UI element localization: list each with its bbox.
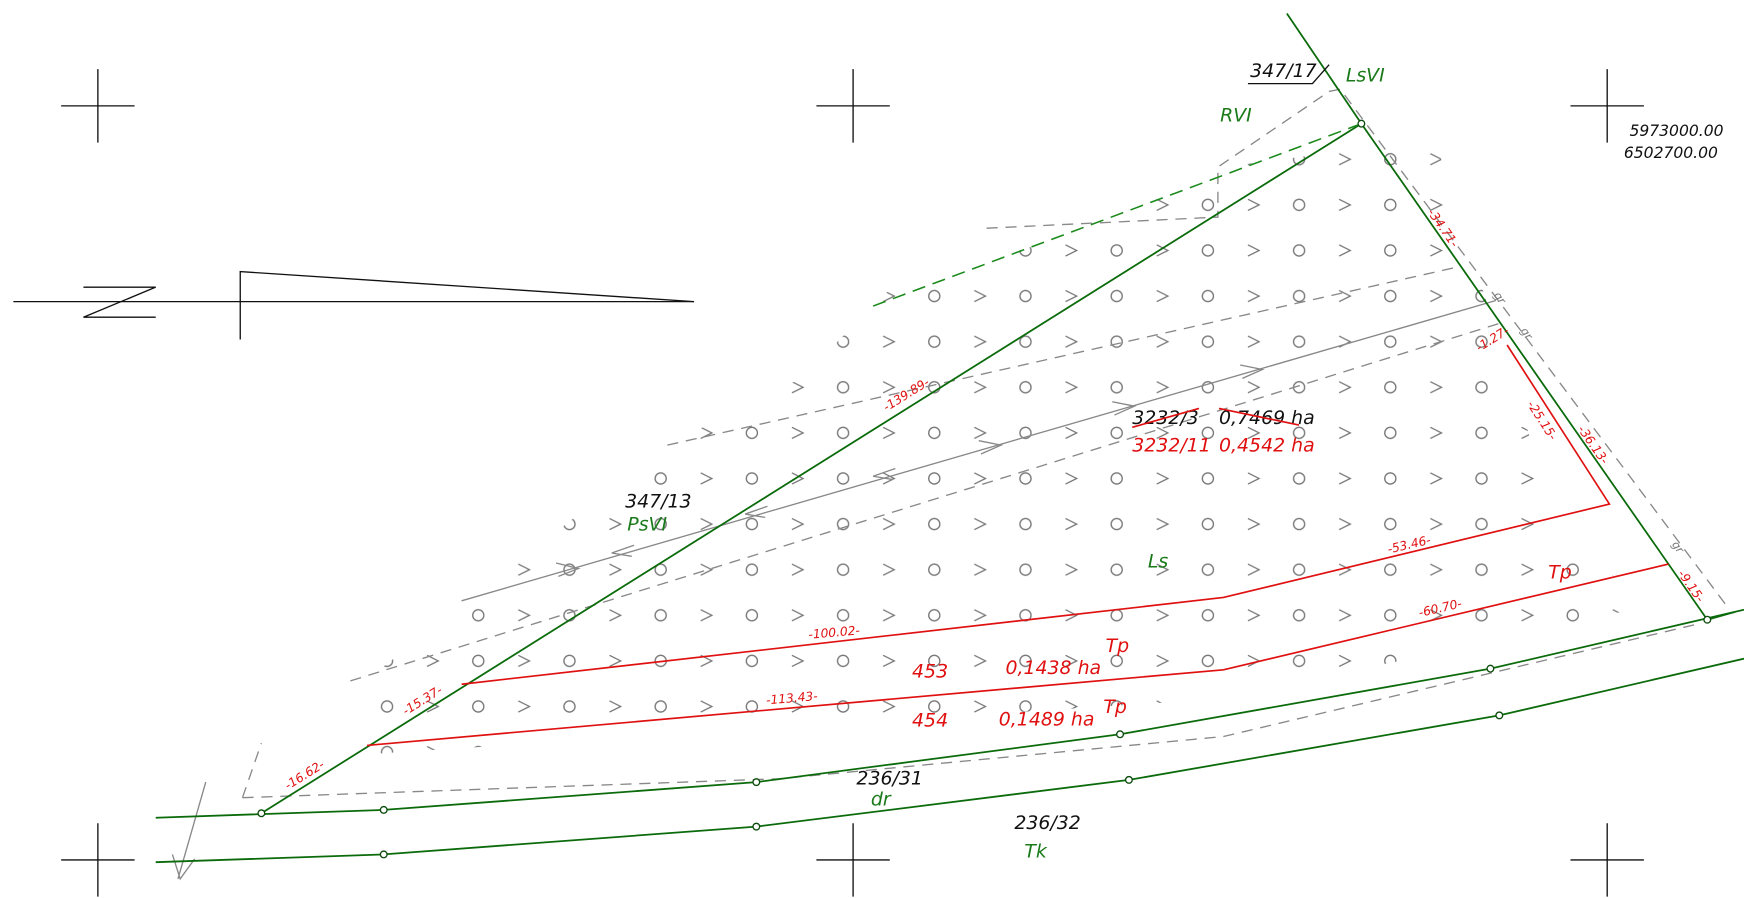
boundary-mark: gr — [1669, 539, 1687, 557]
parcel-number: 236/31 — [856, 767, 922, 789]
boundary-mark: gr — [1518, 325, 1536, 343]
slope-arrows — [171, 364, 1265, 881]
strike-out — [1132, 407, 1300, 429]
dimension: -113.43- — [766, 689, 819, 707]
land-use: dr — [871, 788, 892, 810]
parcel-number: 3232/11 — [1132, 435, 1210, 457]
parcel-boundaries — [155, 13, 1744, 864]
parcel-area: 0,1438 ha — [1005, 657, 1101, 679]
land-use: Tp — [1103, 696, 1127, 718]
land-use: Tk — [1024, 841, 1048, 863]
north-arrow — [13, 270, 695, 340]
parcel-number: 454 — [912, 709, 948, 731]
dimension: -16.62- — [282, 757, 327, 792]
land-use: Tp — [1548, 562, 1572, 584]
land-use: LsVI — [1346, 64, 1385, 86]
dimension: -100.02- — [808, 623, 861, 641]
fall-line — [461, 299, 1497, 602]
dimension: -25.15- — [1524, 398, 1560, 442]
vegetation-symbols — [353, 139, 1647, 755]
land-use: PsVI — [627, 514, 667, 536]
land-use: RVI — [1220, 104, 1252, 126]
dashed-boundaries — [241, 88, 1731, 799]
parcel-area: 0,4542 ha — [1219, 435, 1315, 457]
grid-crosses — [61, 69, 1644, 897]
land-use: Tp — [1106, 635, 1130, 657]
survey-points — [257, 119, 1712, 859]
parcel-number: 347/17 — [1250, 60, 1316, 82]
coordinate: 6502700.00 — [1624, 144, 1718, 162]
parcel-area: 0,1489 ha — [999, 708, 1095, 730]
new-boundaries — [366, 344, 1669, 747]
parcel-number: 453 — [912, 661, 948, 683]
coordinate: 5973000.00 — [1629, 122, 1723, 140]
parcel-number: 347/13 — [625, 490, 691, 512]
land-use: Ls — [1148, 550, 1169, 572]
parcel-number: 236/32 — [1014, 812, 1080, 834]
boundary-mark: gr — [1491, 290, 1509, 308]
